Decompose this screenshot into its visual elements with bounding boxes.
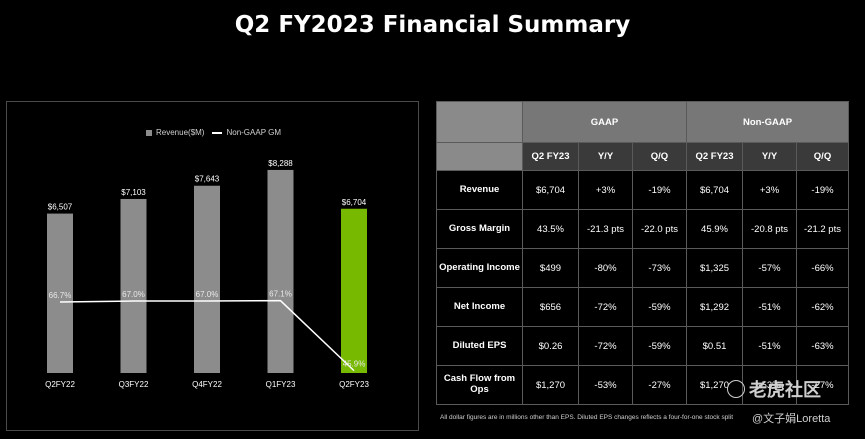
table-cell: -72%	[578, 287, 633, 327]
bar-q3fy22	[120, 198, 147, 373]
col-header: Y/Y	[578, 142, 633, 171]
table-group-header: GAAP Non-GAAP	[436, 101, 850, 143]
watermark: 老虎社区	[727, 376, 821, 402]
col-header: Q2 FY23	[522, 142, 579, 171]
row-label: Revenue	[436, 170, 523, 210]
table-cell: 43.5%	[522, 209, 579, 249]
watermark-brand: 老虎社区	[749, 380, 821, 400]
table-cell: -51%	[742, 287, 797, 327]
table-cell: $656	[522, 287, 579, 327]
chart-svg: $6,507 Q2FY22 $7,103 Q3FY22 $7,643 Q4FY22 $8,2…	[45, 159, 369, 389]
legend-bar-swatch	[146, 129, 152, 136]
table-cell: $1,270	[522, 365, 579, 405]
group-header-nongaap: Non-GAAP	[685, 101, 850, 143]
legend-label-revenue: Revenue($M)	[156, 128, 205, 137]
col-header: Q/Q	[795, 142, 850, 171]
bar-q2fy22	[47, 213, 73, 373]
bar-q1fy23	[267, 169, 294, 373]
bar-q4fy22	[194, 185, 220, 373]
revenue-chart: $6,507 Q2FY22 $7,103 Q3FY22 $7,643 Q4FY22 $8,2…	[6, 101, 419, 431]
table-cell: 45.9%	[686, 209, 743, 249]
col-header: Q2 FY23	[686, 142, 743, 171]
bar-value-label: $7,103	[121, 188, 146, 197]
table-cell: -62%	[795, 287, 850, 327]
row-label: Diluted EPS	[436, 326, 523, 366]
table-row: Operating Income $499 -80% -73% $1,325 -57% -6…	[436, 248, 850, 288]
table-cell: -27%	[795, 365, 850, 405]
gm-point-label: 67.0%	[196, 290, 219, 299]
table-column-header: Q2 FY23 Y/Y Q/Q Q2 FY23 Y/Y Q/Q	[436, 142, 850, 171]
watermark-author: @文子娟Loretta	[752, 413, 831, 425]
table-cell: -80%	[578, 248, 633, 288]
page-title: Q2 FY2023 Financial Summary	[234, 12, 631, 38]
table-cell: -20.8 pts	[742, 209, 797, 249]
table-cell: $0.26	[522, 326, 579, 366]
table-row: Revenue $6,704 +3% -19% $6,704 +3% -19%	[436, 170, 850, 210]
bar-value-label: $8,288	[268, 159, 293, 168]
table-cell: $1,292	[686, 287, 743, 327]
table-cell: -21.2 pts	[795, 209, 850, 249]
table-body: Revenue $6,704 +3% -19% $6,704 +3% -19% Gross M…	[436, 170, 850, 405]
table-cell: -19%	[632, 170, 687, 210]
table-cell: -27%	[632, 365, 687, 405]
bar-value-label: $7,643	[195, 175, 220, 184]
footnote: All dollar figures are in millions other…	[440, 414, 733, 421]
table-cell: -63%	[795, 326, 850, 366]
gm-point-label: 67.0%	[122, 290, 145, 299]
table-cell: -51%	[742, 326, 797, 366]
table-cell: -53%	[578, 365, 633, 405]
table-row: Gross Margin 43.5% -21.3 pts -22.0 pts 45.9%…	[436, 209, 850, 249]
header-blank-2	[436, 142, 523, 171]
table-cell: $6,704	[522, 170, 579, 210]
gm-line	[59, 299, 355, 372]
x-tick-label: Q2FY23	[339, 380, 369, 389]
bar-q2fy23	[341, 208, 367, 373]
x-tick-label: Q4FY22	[192, 380, 222, 389]
table-cell: -59%	[632, 287, 687, 327]
gm-point-label: 45.9%	[343, 360, 366, 369]
table-cell: $0.51	[686, 326, 743, 366]
chart-legend: Revenue($M) Non-GAAP GM	[146, 128, 281, 137]
table-cell: -19%	[795, 170, 850, 210]
table-cell: -72%	[578, 326, 633, 366]
bar-value-label: $6,704	[342, 198, 367, 207]
table-row: Diluted EPS $0.26 -72% -59% $0.51 -51% -63%	[436, 326, 850, 366]
x-tick-label: Q2FY22	[45, 380, 75, 389]
row-label: Net Income	[436, 287, 523, 327]
gm-point-label: 67.1%	[269, 290, 292, 299]
table-cell: -22.0 pts	[632, 209, 687, 249]
table-cell: +3%	[578, 170, 633, 210]
group-header-gaap: GAAP	[522, 101, 687, 143]
col-header: Y/Y	[742, 142, 797, 171]
table-cell: +3%	[742, 170, 797, 210]
table-cell: $6,704	[686, 170, 743, 210]
table-cell: -66%	[795, 248, 850, 288]
table-row: Cash Flow from Ops $1,270 -53% -27% $1,270 -5…	[436, 365, 850, 405]
table-cell: $1,325	[686, 248, 743, 288]
table-row: Net Income $656 -72% -59% $1,292 -51% -62%	[436, 287, 850, 327]
header-blank	[436, 101, 523, 143]
col-header: Q/Q	[632, 142, 687, 171]
table-cell: -59%	[632, 326, 687, 366]
gm-point-label: 66.7%	[49, 291, 72, 300]
x-tick-label: Q1FY23	[266, 380, 296, 389]
table-cell: -57%	[742, 248, 797, 288]
legend-line-swatch	[212, 131, 223, 134]
row-label: Gross Margin	[436, 209, 523, 249]
financial-table: GAAP Non-GAAP Q2 FY23 Y/Y Q/Q Q2 FY23 Y/…	[436, 101, 850, 405]
bar-value-label: $6,507	[48, 203, 73, 212]
x-tick-label: Q3FY22	[119, 380, 149, 389]
tiger-logo-icon	[727, 380, 745, 398]
legend-label-gm: Non-GAAP GM	[226, 128, 282, 137]
table-cell: $499	[522, 248, 579, 288]
row-label: Cash Flow from Ops	[436, 365, 523, 405]
row-label: Operating Income	[436, 248, 523, 288]
table-cell: -21.3 pts	[578, 209, 633, 249]
table-cell: -73%	[632, 248, 687, 288]
